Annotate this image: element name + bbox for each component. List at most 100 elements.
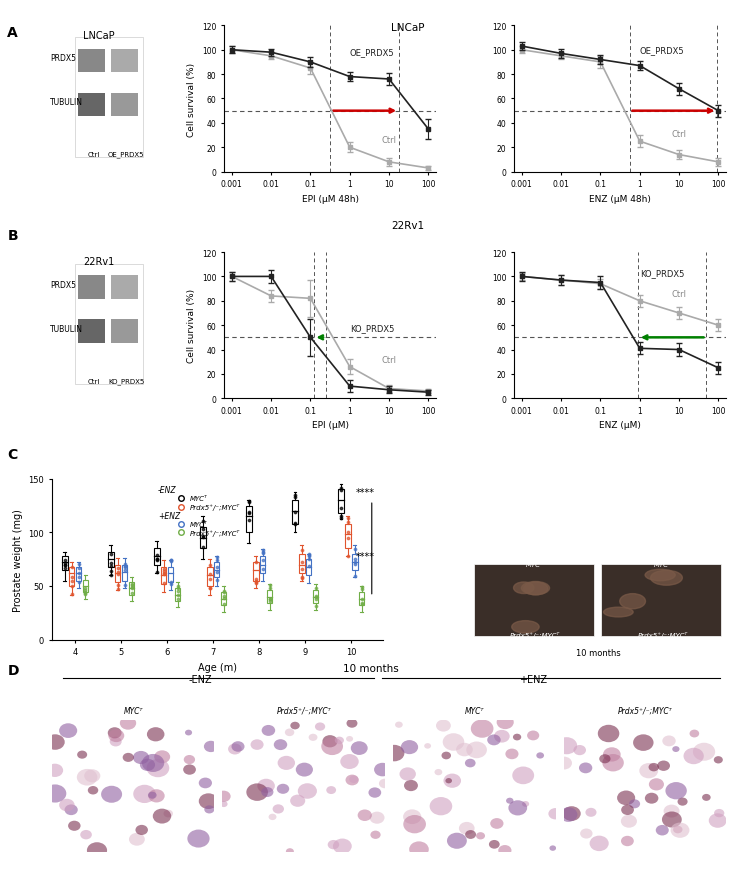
Point	[172, 585, 184, 599]
Point	[349, 569, 361, 583]
Circle shape	[228, 744, 242, 754]
Point	[349, 543, 361, 557]
Point	[158, 576, 170, 590]
Circle shape	[164, 810, 173, 817]
Point	[172, 579, 184, 594]
Circle shape	[129, 833, 144, 846]
Bar	[111, 276, 138, 299]
Bar	[473, 565, 594, 637]
Bar	[122, 565, 127, 581]
Circle shape	[374, 763, 391, 776]
Circle shape	[273, 804, 284, 814]
Point	[197, 522, 209, 536]
Text: A: A	[7, 26, 19, 40]
Bar	[115, 565, 121, 582]
Text: +ENZ: +ENZ	[651, 482, 674, 492]
Circle shape	[536, 752, 544, 759]
Circle shape	[645, 793, 659, 803]
Circle shape	[498, 845, 511, 856]
Point	[356, 580, 368, 594]
Point	[210, 565, 222, 579]
Circle shape	[101, 786, 122, 802]
Circle shape	[496, 716, 514, 730]
Text: D: D	[7, 663, 19, 677]
Point	[158, 566, 170, 580]
Point	[243, 506, 255, 520]
Ellipse shape	[512, 621, 539, 633]
Circle shape	[527, 730, 539, 740]
Circle shape	[649, 779, 664, 790]
Circle shape	[656, 825, 669, 836]
Circle shape	[580, 829, 593, 838]
X-axis label: ENZ (μM 48h): ENZ (μM 48h)	[589, 195, 651, 204]
Point	[250, 572, 262, 586]
Text: MYCᵀ: MYCᵀ	[124, 706, 143, 715]
Text: 22Rv1: 22Rv1	[84, 257, 115, 267]
Circle shape	[133, 751, 149, 764]
Point	[125, 578, 137, 592]
Point	[112, 567, 124, 581]
X-axis label: ENZ (μM): ENZ (μM)	[599, 421, 641, 430]
Bar	[207, 567, 213, 587]
Y-axis label: Cell survival (%): Cell survival (%)	[187, 62, 196, 136]
Circle shape	[513, 734, 521, 740]
Ellipse shape	[488, 661, 512, 673]
Circle shape	[64, 804, 78, 815]
Bar	[306, 559, 311, 576]
Circle shape	[140, 759, 155, 771]
Circle shape	[346, 736, 353, 742]
Circle shape	[47, 764, 63, 777]
Circle shape	[370, 831, 381, 839]
Point	[204, 582, 216, 596]
Circle shape	[296, 763, 313, 777]
Ellipse shape	[677, 680, 705, 696]
Text: Ctrl: Ctrl	[87, 378, 99, 385]
Ellipse shape	[541, 701, 570, 715]
Point	[356, 598, 368, 612]
Circle shape	[556, 757, 572, 770]
Circle shape	[148, 792, 156, 799]
Point	[79, 581, 91, 595]
Point	[119, 559, 130, 573]
Bar	[79, 94, 104, 117]
Point	[257, 545, 269, 559]
Circle shape	[603, 747, 621, 762]
Circle shape	[683, 748, 704, 765]
Point	[296, 570, 308, 584]
Bar	[79, 50, 104, 73]
Point	[59, 558, 70, 572]
Bar	[221, 593, 226, 606]
Circle shape	[68, 821, 81, 831]
Point	[289, 490, 301, 504]
Circle shape	[505, 749, 519, 759]
Circle shape	[183, 765, 196, 775]
Circle shape	[87, 786, 99, 795]
Circle shape	[672, 746, 679, 752]
Circle shape	[665, 782, 687, 800]
Point	[310, 592, 322, 606]
Circle shape	[147, 727, 165, 742]
Bar	[359, 593, 365, 606]
Text: MYCᵀ: MYCᵀ	[526, 561, 544, 567]
Circle shape	[442, 752, 451, 759]
Bar	[129, 582, 134, 595]
Point	[243, 494, 255, 508]
Point	[264, 579, 276, 593]
Ellipse shape	[524, 582, 548, 595]
Point	[243, 495, 255, 509]
Circle shape	[84, 769, 100, 782]
Circle shape	[384, 745, 405, 761]
Circle shape	[664, 805, 679, 817]
Text: MYCᵀ: MYCᵀ	[190, 495, 207, 501]
Point	[79, 586, 91, 600]
Text: ****: ****	[356, 551, 374, 562]
Point	[257, 562, 269, 576]
Bar	[76, 38, 143, 158]
Circle shape	[142, 754, 165, 772]
Text: -ENZ: -ENZ	[158, 486, 176, 494]
Point	[250, 577, 262, 591]
Circle shape	[494, 730, 510, 743]
Bar	[108, 552, 113, 567]
Point	[289, 506, 301, 520]
Point	[218, 584, 230, 598]
